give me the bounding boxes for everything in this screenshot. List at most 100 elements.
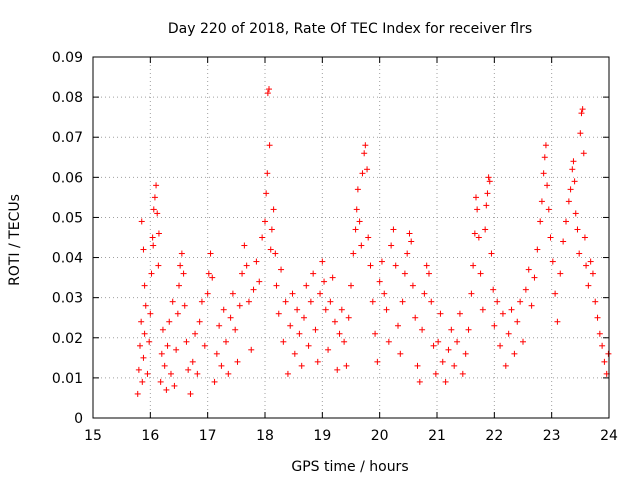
data-point bbox=[166, 318, 173, 325]
data-point bbox=[570, 158, 577, 165]
data-point bbox=[502, 362, 509, 369]
data-point bbox=[298, 362, 305, 369]
data-point bbox=[541, 154, 548, 161]
data-point bbox=[331, 318, 338, 325]
x-axis-label: GPS time / hours bbox=[291, 459, 408, 475]
data-point bbox=[225, 370, 232, 377]
data-point bbox=[189, 358, 196, 365]
data-point bbox=[572, 210, 579, 217]
data-point bbox=[229, 290, 236, 297]
data-point bbox=[361, 150, 368, 157]
data-point bbox=[262, 218, 268, 225]
x-tick-label: 22 bbox=[485, 428, 503, 444]
x-tick-label: 23 bbox=[543, 428, 561, 444]
data-point bbox=[236, 302, 243, 309]
data-point bbox=[475, 234, 482, 241]
data-point bbox=[171, 382, 178, 389]
data-point bbox=[154, 210, 161, 217]
data-point bbox=[465, 326, 472, 333]
data-point bbox=[401, 270, 408, 277]
data-point bbox=[578, 110, 585, 117]
data-point bbox=[296, 330, 303, 337]
data-point bbox=[209, 274, 216, 281]
data-point bbox=[439, 358, 446, 365]
data-point bbox=[180, 270, 187, 277]
data-point bbox=[592, 298, 599, 305]
data-point bbox=[574, 226, 581, 233]
data-point bbox=[287, 322, 294, 329]
data-point bbox=[596, 330, 603, 337]
data-point bbox=[544, 182, 551, 189]
data-point bbox=[263, 190, 270, 197]
data-point bbox=[514, 318, 521, 325]
data-point bbox=[554, 318, 561, 325]
data-point bbox=[307, 298, 314, 305]
data-point bbox=[163, 386, 170, 393]
data-point bbox=[381, 290, 388, 297]
data-point bbox=[245, 298, 252, 305]
data-point bbox=[483, 202, 490, 209]
data-point bbox=[275, 310, 282, 317]
data-point bbox=[412, 314, 419, 321]
data-point bbox=[580, 150, 587, 157]
data-point bbox=[284, 370, 291, 377]
data-point bbox=[158, 350, 165, 357]
data-point bbox=[314, 358, 321, 365]
data-point bbox=[534, 246, 541, 253]
data-point bbox=[194, 370, 201, 377]
data-point bbox=[248, 346, 255, 353]
axis-ticks bbox=[92, 56, 610, 419]
data-point bbox=[319, 258, 326, 265]
data-point bbox=[211, 378, 218, 385]
data-point bbox=[362, 142, 369, 149]
data-point bbox=[482, 226, 489, 233]
data-point bbox=[169, 298, 176, 305]
data-point bbox=[141, 282, 148, 289]
x-tick-label: 18 bbox=[256, 428, 274, 444]
x-tick-label: 15 bbox=[84, 428, 102, 444]
data-point bbox=[213, 350, 220, 357]
data-point bbox=[468, 290, 475, 297]
y-tick-label: 0.02 bbox=[52, 331, 83, 347]
y-tick-label: 0.06 bbox=[52, 170, 83, 186]
x-tick-label: 19 bbox=[313, 428, 331, 444]
chart-title: Day 220 of 2018, Rate Of TEC Index for r… bbox=[168, 21, 532, 37]
data-point bbox=[198, 298, 205, 305]
x-tick-label: 24 bbox=[600, 428, 618, 444]
data-point bbox=[390, 226, 397, 233]
data-point bbox=[149, 234, 156, 241]
data-point bbox=[359, 170, 366, 177]
data-point bbox=[448, 326, 455, 333]
data-point bbox=[327, 298, 334, 305]
data-point bbox=[192, 330, 199, 337]
data-point bbox=[601, 358, 608, 365]
data-point bbox=[589, 270, 596, 277]
data-point bbox=[552, 290, 559, 297]
data-point bbox=[565, 198, 572, 205]
data-point bbox=[376, 278, 383, 285]
data-point bbox=[341, 338, 348, 345]
data-point bbox=[135, 366, 142, 373]
data-point bbox=[374, 358, 381, 365]
data-point bbox=[442, 378, 449, 385]
data-point bbox=[250, 286, 257, 293]
data-point bbox=[385, 338, 392, 345]
data-point bbox=[425, 270, 432, 277]
data-point bbox=[470, 262, 477, 269]
data-point bbox=[278, 266, 285, 273]
data-point bbox=[325, 346, 332, 353]
data-point bbox=[139, 378, 146, 385]
data-point bbox=[266, 142, 273, 149]
data-point bbox=[395, 322, 402, 329]
data-point bbox=[392, 262, 399, 269]
data-point bbox=[177, 262, 184, 269]
data-point bbox=[557, 270, 564, 277]
data-point bbox=[266, 86, 273, 93]
data-point bbox=[435, 338, 442, 345]
data-point bbox=[264, 90, 271, 97]
data-point bbox=[201, 342, 208, 349]
data-point bbox=[268, 226, 275, 233]
data-point bbox=[488, 250, 495, 257]
data-point bbox=[419, 326, 426, 333]
